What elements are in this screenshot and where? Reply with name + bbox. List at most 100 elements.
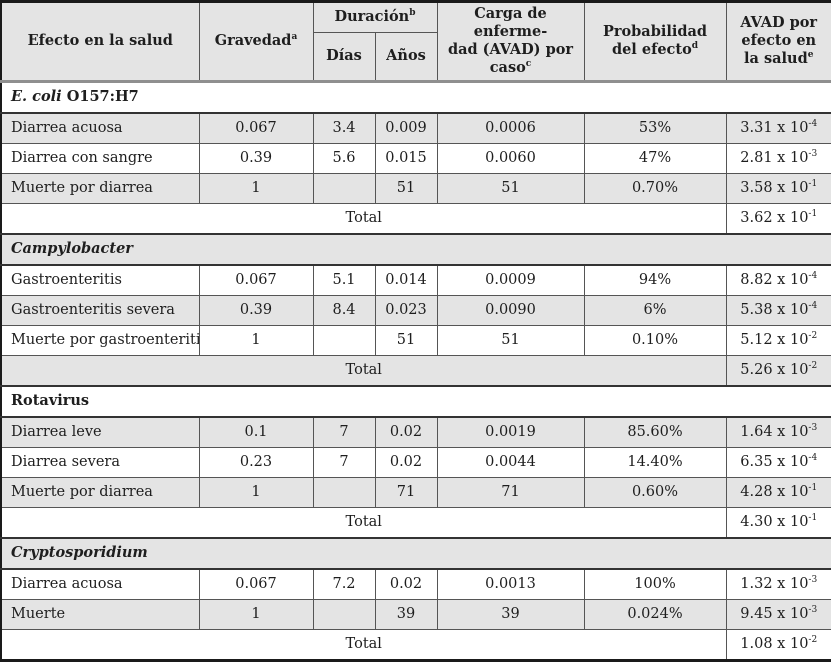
cell-avad: 1.64 x 10-3: [725, 416, 831, 448]
cell-anos: 0.02: [374, 416, 438, 448]
cell-efecto: Muerte: [0, 598, 200, 630]
cell-efecto: Diarrea acuosa: [0, 112, 200, 144]
avad-exponent: -4: [808, 453, 818, 464]
cell-dias: 5.1: [312, 264, 376, 296]
footnote-mark-d: d: [691, 41, 699, 52]
cell-anos: 0.02: [374, 568, 438, 600]
header-row-1: Efecto en la salud Gravedada Duraciónb C…: [0, 1, 831, 83]
cell-prob: 0.10%: [583, 324, 727, 356]
avad-exponent: -1: [808, 483, 818, 494]
cell-avad: 1.32 x 10-3: [725, 568, 831, 600]
cell-dias: 8.4: [312, 294, 376, 326]
cell-efecto: Diarrea acuosa: [0, 568, 200, 600]
table-row: Diarrea con sangre 0.39 5.6 0.015 0.0060…: [0, 142, 831, 174]
avad-exponent: -3: [808, 605, 818, 616]
group-label-cell: Campylobacter: [0, 232, 831, 266]
avad-exponent: -2: [808, 331, 818, 342]
cell-prob: 100%: [583, 568, 727, 600]
group-name-italic: Cryptosporidium: [11, 543, 148, 561]
col-header-avad-label: AVAD por efecto en la salud: [740, 14, 818, 68]
cell-total-label: Total: [0, 506, 727, 538]
total-row: Total 1.08 x 10-2: [0, 628, 831, 661]
group-name-rest: O157:H7: [61, 87, 139, 105]
cell-prob: 53%: [583, 112, 727, 144]
col-header-probabilidad: Probabilidad del efectod: [583, 1, 727, 83]
cell-gravedad: 1: [198, 172, 314, 204]
table-row: Gastroenteritis severa 0.39 8.4 0.023 0.…: [0, 294, 831, 326]
table-row: Diarrea acuosa 0.067 3.4 0.009 0.0006 53…: [0, 112, 831, 144]
cell-anos: 0.014: [374, 264, 438, 296]
cell-dias: 7: [312, 446, 376, 478]
cell-efecto: Muerte por gastroenteritis: [0, 324, 200, 356]
col-header-gravedad: Gravedada: [198, 1, 314, 83]
cell-gravedad: 0.39: [198, 294, 314, 326]
footnote-mark-c: c: [525, 59, 532, 70]
avad-exponent: -4: [808, 301, 818, 312]
table-row: Diarrea severa 0.23 7 0.02 0.0044 14.40%…: [0, 446, 831, 478]
cell-anos: 71: [374, 476, 438, 508]
cell-anos: 0.015: [374, 142, 438, 174]
cell-gravedad: 0.1: [198, 416, 314, 448]
cell-anos: 0.02: [374, 446, 438, 478]
cell-avad: 4.28 x 10-1: [725, 476, 831, 508]
cell-dias: 7.2: [312, 568, 376, 600]
cell-carga: 0.0009: [436, 264, 585, 296]
group-row-ecoli: E. coli O157:H7: [0, 80, 831, 114]
cell-dias: 5.6: [312, 142, 376, 174]
avad-exponent: -3: [808, 575, 818, 586]
col-header-duracion-label: Duración: [334, 8, 410, 26]
cell-dias: 3.4: [312, 112, 376, 144]
cell-efecto: Diarrea leve: [0, 416, 200, 448]
avad-exponent: -1: [808, 179, 818, 190]
cell-avad: 3.58 x 10-1: [725, 172, 831, 204]
cell-carga: 0.0090: [436, 294, 585, 326]
cell-gravedad: 1: [198, 324, 314, 356]
cell-gravedad: 0.067: [198, 568, 314, 600]
cell-efecto: Gastroenteritis severa: [0, 294, 200, 326]
group-row-rotavirus: Rotavirus: [0, 384, 831, 418]
total-row: Total 3.62 x 10-1: [0, 202, 831, 234]
group-row-campylobacter: Campylobacter: [0, 232, 831, 266]
avad-exponent: -1: [808, 209, 818, 220]
group-name-italic: E. coli: [11, 87, 62, 105]
col-header-anos: Años: [374, 31, 438, 83]
cell-gravedad: 0.067: [198, 264, 314, 296]
cell-carga: 51: [436, 324, 585, 356]
cell-prob: 6%: [583, 294, 727, 326]
cell-prob: 85.60%: [583, 416, 727, 448]
col-header-carga-line1: Carga de enferme-: [473, 5, 548, 41]
table-row: Gastroenteritis 0.067 5.1 0.014 0.0009 9…: [0, 264, 831, 296]
cell-efecto: Gastroenteritis: [0, 264, 200, 296]
group-row-cryptosporidium: Cryptosporidium: [0, 536, 831, 570]
cell-carga: 0.0060: [436, 142, 585, 174]
cell-total-label: Total: [0, 202, 727, 234]
cell-avad: 2.81 x 10-3: [725, 142, 831, 174]
cell-avad: 5.38 x 10-4: [725, 294, 831, 326]
cell-efecto: Muerte por diarrea: [0, 172, 200, 204]
group-name-italic: Campylobacter: [11, 239, 133, 257]
cell-total-avad: 4.30 x 10-1: [725, 506, 831, 538]
footnote-mark-b: b: [409, 8, 416, 19]
group-label-cell: Rotavirus: [0, 384, 831, 418]
avad-exponent: -3: [808, 423, 818, 434]
table-row: Muerte por diarrea 1 51 51 0.70% 3.58 x …: [0, 172, 831, 204]
table-row: Diarrea acuosa 0.067 7.2 0.02 0.0013 100…: [0, 568, 831, 600]
cell-carga: 0.0044: [436, 446, 585, 478]
cell-avad: 6.35 x 10-4: [725, 446, 831, 478]
cell-carga: 71: [436, 476, 585, 508]
header-row-2: Días Años: [1, 31, 831, 83]
table-row: Diarrea leve 0.1 7 0.02 0.0019 85.60% 1.…: [0, 416, 831, 448]
table-row: Muerte por diarrea 1 71 71 0.60% 4.28 x …: [0, 476, 831, 508]
cell-anos: 51: [374, 172, 438, 204]
col-header-carga-line2: dad (AVAD) por: [447, 41, 574, 59]
col-header-carga: Carga de enferme- dad (AVAD) por casoc: [436, 1, 585, 83]
cell-avad: 9.45 x 10-3: [725, 598, 831, 630]
cell-efecto: Diarrea severa: [0, 446, 200, 478]
cell-total-avad: 5.26 x 10-2: [725, 354, 831, 386]
avad-exponent: -4: [808, 271, 818, 282]
col-header-efecto-label: Efecto en la salud: [27, 32, 173, 50]
cell-carga: 0.0019: [436, 416, 585, 448]
col-header-dias: Días: [312, 31, 376, 83]
cell-carga: 51: [436, 172, 585, 204]
